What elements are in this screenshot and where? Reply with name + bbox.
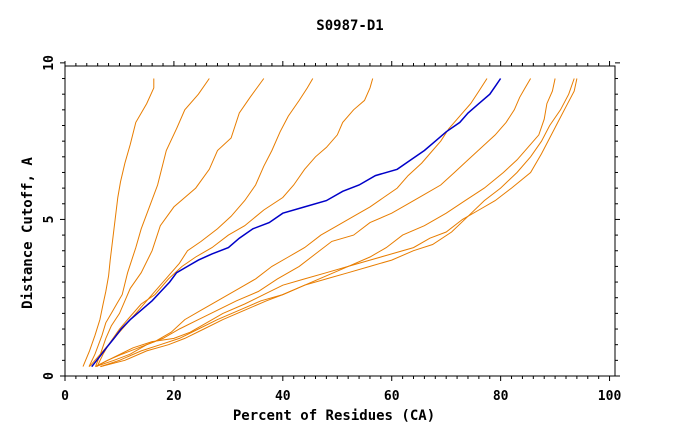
series-line bbox=[100, 78, 575, 368]
plot-series bbox=[82, 78, 578, 368]
x-tick-label: 0 bbox=[61, 389, 69, 404]
series-line bbox=[95, 78, 488, 368]
series-line bbox=[88, 78, 210, 367]
y-axis: 0 5 10 bbox=[42, 55, 620, 380]
series-line bbox=[95, 78, 532, 368]
series-line bbox=[89, 78, 374, 367]
series-line-highlight bbox=[91, 78, 502, 368]
chart-title: S0987-D1 bbox=[316, 18, 383, 34]
series-line bbox=[82, 78, 155, 367]
series-line bbox=[96, 78, 314, 367]
y-tick-label: 0 bbox=[42, 372, 57, 380]
x-tick-label: 80 bbox=[493, 389, 509, 404]
y-axis-label: Distance Cutoff, A bbox=[20, 157, 36, 309]
x-axis: 0 20 40 60 80 100 bbox=[61, 61, 621, 404]
x-tick-label: 100 bbox=[598, 389, 622, 404]
series-line bbox=[95, 78, 578, 368]
y-tick-label: 10 bbox=[42, 55, 57, 71]
x-tick-label: 60 bbox=[384, 389, 400, 404]
x-tick-label: 20 bbox=[166, 389, 182, 404]
series-line bbox=[95, 78, 265, 367]
y-tick-label: 5 bbox=[42, 216, 57, 224]
x-axis-label: Percent of Residues (CA) bbox=[233, 408, 435, 424]
series-line bbox=[100, 78, 556, 368]
x-tick-label: 40 bbox=[275, 389, 291, 404]
plot-frame bbox=[64, 65, 616, 377]
